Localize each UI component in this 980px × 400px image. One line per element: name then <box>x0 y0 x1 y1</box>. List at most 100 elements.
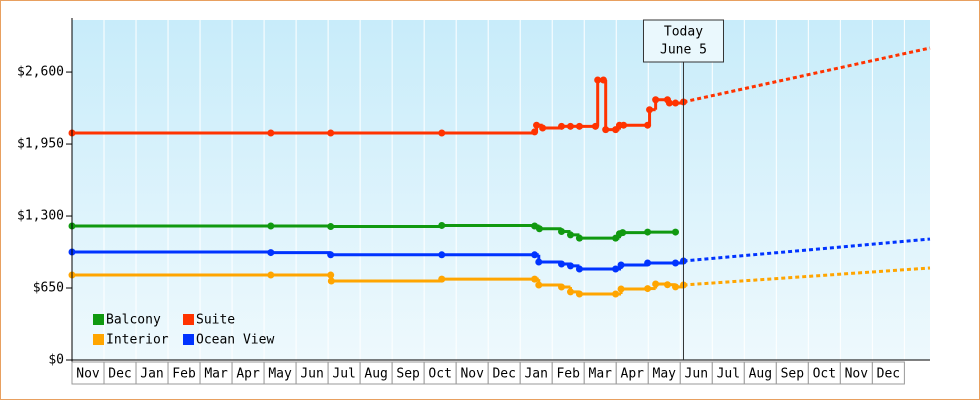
legend-swatch <box>93 314 104 325</box>
data-point <box>594 76 602 84</box>
y-tick-label: $0 <box>48 353 64 368</box>
data-point <box>438 221 446 229</box>
x-tick-label: Mar <box>204 367 228 382</box>
x-tick-label: May <box>268 367 292 382</box>
data-point <box>617 261 625 269</box>
data-point <box>535 258 543 266</box>
y-tick-label: $1,950 <box>17 137 64 152</box>
x-tick-label: Nov <box>460 367 484 382</box>
x-tick-label: Dec <box>108 367 131 382</box>
x-tick-label: Jan <box>140 367 163 382</box>
data-point <box>531 251 539 259</box>
data-point <box>619 229 627 237</box>
today-date: June 5 <box>660 43 707 58</box>
data-point <box>438 129 446 137</box>
x-tick-label: Sep <box>396 367 420 382</box>
y-tick-label: $1,300 <box>17 209 64 224</box>
data-point <box>327 277 335 285</box>
data-point <box>267 129 275 137</box>
data-point <box>267 271 275 279</box>
data-point <box>566 122 574 130</box>
legend-swatch <box>183 314 194 325</box>
data-point <box>671 99 679 107</box>
data-point <box>558 260 566 268</box>
forecast-line <box>683 266 931 287</box>
data-point <box>327 223 335 231</box>
x-tick-label: Jun <box>685 367 708 382</box>
data-point <box>646 106 654 114</box>
x-tick-label: May <box>653 367 677 382</box>
data-point <box>671 259 679 267</box>
x-tick-label: Sep <box>781 367 805 382</box>
y-tick-label: $650 <box>33 281 64 296</box>
forecast-line <box>683 46 931 104</box>
x-tick-label: Dec <box>492 367 515 382</box>
data-point <box>535 281 543 289</box>
data-point <box>566 231 574 239</box>
x-tick-label: Dec <box>877 367 900 382</box>
data-point <box>644 259 652 267</box>
x-tick-label: Jul <box>717 367 740 382</box>
data-point <box>599 76 607 84</box>
data-point <box>327 271 335 279</box>
legend-label: Interior <box>106 333 169 348</box>
data-point <box>539 124 547 132</box>
data-point <box>617 285 625 293</box>
legend-label: Balcony <box>106 313 161 328</box>
data-point <box>591 122 599 130</box>
data-point <box>566 262 574 270</box>
x-tick-label: Aug <box>364 367 387 382</box>
data-point <box>327 129 335 137</box>
data-point <box>531 275 539 283</box>
data-point <box>612 265 620 273</box>
data-point <box>671 283 679 291</box>
data-point <box>575 265 583 273</box>
legend-swatch <box>93 334 104 345</box>
data-point <box>665 99 673 107</box>
x-tick-label: Apr <box>236 367 260 382</box>
data-point <box>558 228 566 236</box>
forecast-line <box>683 237 931 263</box>
y-tick-label: $2,600 <box>17 65 64 80</box>
data-point <box>438 251 446 259</box>
data-point <box>575 234 583 242</box>
data-point <box>652 96 660 104</box>
x-tick-label: Feb <box>172 367 196 382</box>
today-label: Today <box>664 25 703 40</box>
data-point <box>531 128 539 136</box>
data-point <box>644 228 652 236</box>
data-point <box>558 122 566 130</box>
data-point <box>644 121 652 129</box>
data-point <box>575 122 583 130</box>
today-box <box>642 19 724 63</box>
x-tick-label: Aug <box>749 367 772 382</box>
x-tick-label: Feb <box>556 367 580 382</box>
legend-label: Suite <box>196 313 235 328</box>
data-point <box>620 121 628 129</box>
x-tick-label: Nov <box>845 367 869 382</box>
data-point <box>533 121 541 129</box>
x-tick-label: Apr <box>621 367 645 382</box>
data-point <box>663 281 671 289</box>
data-point <box>652 280 660 288</box>
legend-swatch <box>183 334 194 345</box>
data-point <box>267 249 275 257</box>
month-cell <box>871 361 905 385</box>
x-tick-label: Jun <box>300 367 323 382</box>
data-point <box>327 251 335 259</box>
x-tick-label: Oct <box>813 367 836 382</box>
data-point <box>566 288 574 296</box>
data-point <box>671 228 679 236</box>
legend-label: Ocean View <box>196 333 274 348</box>
data-point <box>558 283 566 291</box>
x-tick-label: Oct <box>428 367 451 382</box>
data-point <box>267 222 275 230</box>
x-tick-label: Jul <box>332 367 355 382</box>
data-point <box>612 290 620 298</box>
data-point <box>575 290 583 298</box>
data-point <box>644 285 652 293</box>
data-point <box>535 225 543 233</box>
x-tick-label: Jan <box>524 367 547 382</box>
x-tick-label: Mar <box>589 367 613 382</box>
